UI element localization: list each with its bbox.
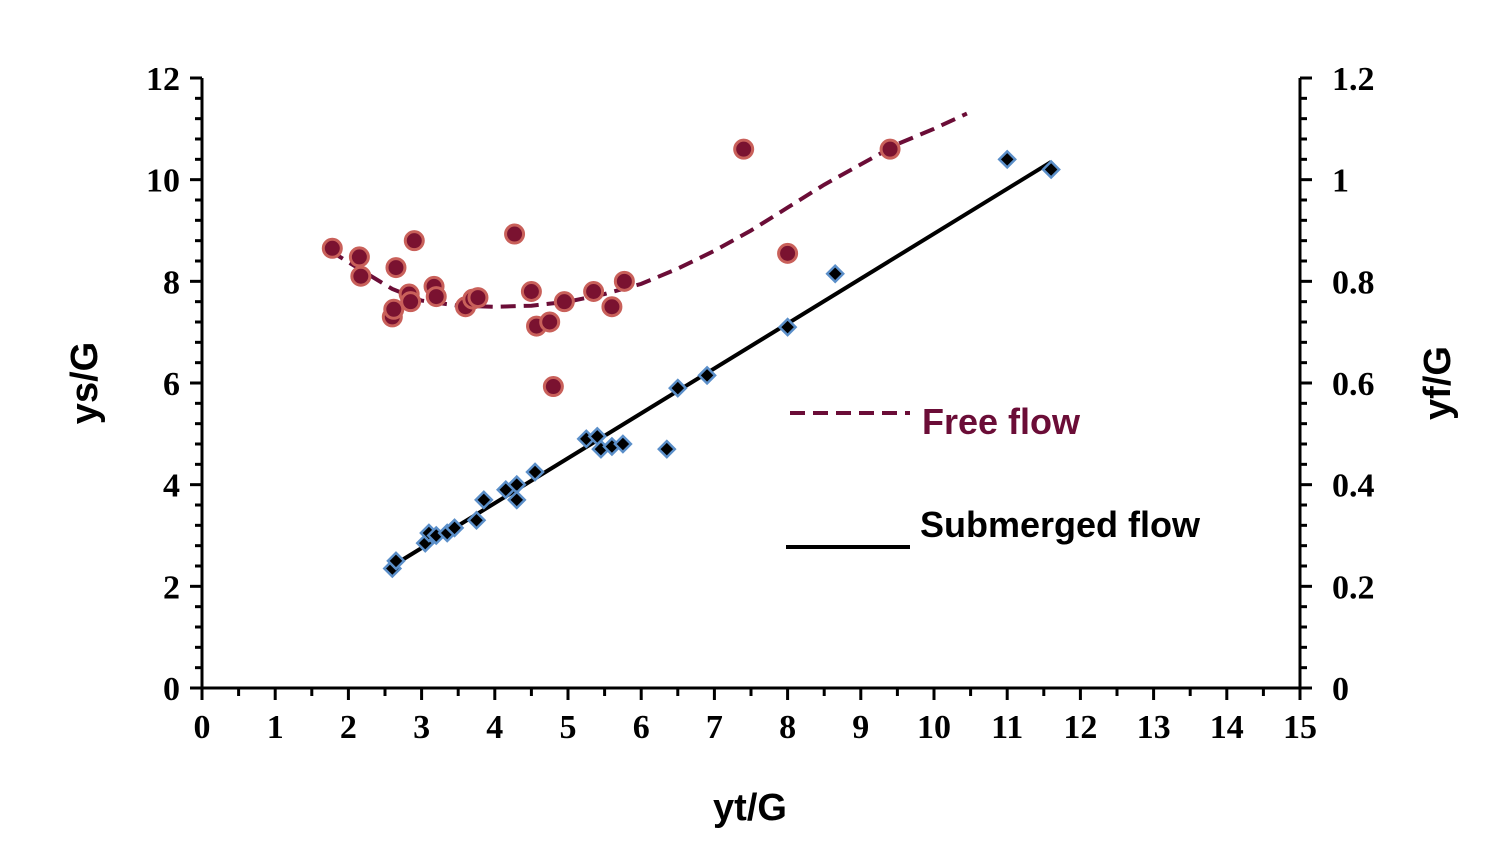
data-point-free-flow: [879, 138, 901, 160]
data-point-free-flow: [385, 257, 407, 279]
data-points: [321, 138, 1061, 579]
y2-tick-label: 0.8: [1332, 264, 1375, 301]
data-point-submerged-flow: [997, 149, 1017, 170]
x-tick-label: 5: [560, 709, 577, 746]
y-tick-label: 0: [163, 671, 180, 708]
legend: Free flow Submerged flow: [786, 401, 1201, 549]
x-tick-label: 7: [706, 709, 723, 746]
data-point-submerged-flow: [777, 317, 798, 337]
data-point-submerged-flow: [525, 462, 545, 482]
fit-line-series-0: [329, 111, 968, 309]
axes: [190, 76, 1312, 700]
x-tick-label: 13: [1137, 709, 1171, 746]
y-tick-label: 8: [163, 264, 180, 301]
x-tick-label: 11: [991, 709, 1023, 746]
data-point-submerged-flow: [825, 263, 845, 284]
x-tick-label: 12: [1063, 709, 1097, 746]
data-point-free-flow: [348, 246, 370, 268]
data-point-free-flow: [583, 281, 605, 302]
data-point-free-flow: [601, 296, 623, 318]
y2-tick-labels: 0 0.2 0.4 0.6 0.8 1 1.2: [1332, 61, 1375, 708]
data-point-free-flow: [539, 311, 561, 333]
y-tick-label: 10: [146, 163, 180, 200]
data-point-free-flow: [542, 376, 564, 398]
x-tick-label: 15: [1283, 709, 1317, 746]
fit-line-series-1: [391, 160, 1053, 568]
x-tick-label: 2: [340, 709, 357, 746]
data-point-submerged-flow: [668, 378, 688, 398]
data-point-free-flow: [350, 265, 372, 287]
y2-axis-title: yf/G: [1417, 346, 1459, 420]
data-point-submerged-flow: [474, 490, 494, 510]
y-tick-label: 2: [163, 569, 180, 606]
data-point-free-flow: [504, 223, 526, 245]
data-point-free-flow: [321, 237, 343, 259]
data-point-submerged-flow: [386, 551, 406, 571]
data-point-free-flow: [553, 291, 575, 313]
y-axis-title: ys/G: [64, 342, 106, 424]
data-point-free-flow: [520, 281, 542, 302]
y-tick-labels: 0 2 4 6 8 10 12: [146, 61, 180, 708]
y-tick-label: 4: [163, 468, 180, 505]
y2-tick-label: 1.2: [1332, 61, 1375, 98]
y-tick-label: 12: [146, 61, 180, 98]
x-tick-label: 4: [486, 709, 503, 746]
y2-tick-label: 0.2: [1332, 569, 1375, 606]
y2-tick-label: 1: [1332, 163, 1349, 200]
y2-tick-label: 0: [1332, 671, 1349, 708]
data-point-submerged-flow: [444, 518, 465, 538]
data-point-free-flow: [425, 286, 447, 308]
x-tick-label: 14: [1210, 709, 1244, 746]
data-point-free-flow: [613, 270, 635, 292]
x-axis-title: yt/G: [713, 787, 787, 829]
x-tick-label: 0: [194, 709, 211, 746]
data-point-submerged-flow: [657, 439, 677, 459]
y-tick-label: 6: [163, 366, 180, 403]
legend-free-flow-label: Free flow: [922, 401, 1081, 442]
data-point-submerged-flow: [613, 434, 633, 454]
data-point-free-flow: [383, 298, 405, 320]
legend-submerged-flow-label: Submerged flow: [920, 504, 1201, 545]
y2-tick-label: 0.4: [1332, 468, 1375, 505]
x-tick-label: 9: [852, 709, 869, 746]
x-tick-label: 10: [917, 709, 951, 746]
data-point-free-flow: [467, 287, 489, 309]
data-point-free-flow: [403, 230, 425, 252]
x-tick-label: 6: [633, 709, 650, 746]
y2-tick-label: 0.6: [1332, 366, 1375, 403]
x-tick-labels: 0 1 2 3 4 5 6 7 8 9 10 11 12 13 14 15: [194, 709, 1318, 746]
x-tick-label: 8: [779, 709, 796, 746]
data-point-submerged-flow: [506, 490, 527, 510]
data-point-free-flow: [733, 138, 755, 160]
data-point-submerged-flow: [466, 510, 487, 531]
x-tick-label: 3: [413, 709, 430, 746]
fit-lines: [329, 111, 1053, 568]
data-point-submerged-flow: [1041, 159, 1061, 180]
data-point-free-flow: [400, 291, 422, 313]
data-point-submerged-flow: [697, 365, 717, 386]
data-point-free-flow: [777, 242, 799, 264]
x-tick-label: 1: [267, 709, 284, 746]
